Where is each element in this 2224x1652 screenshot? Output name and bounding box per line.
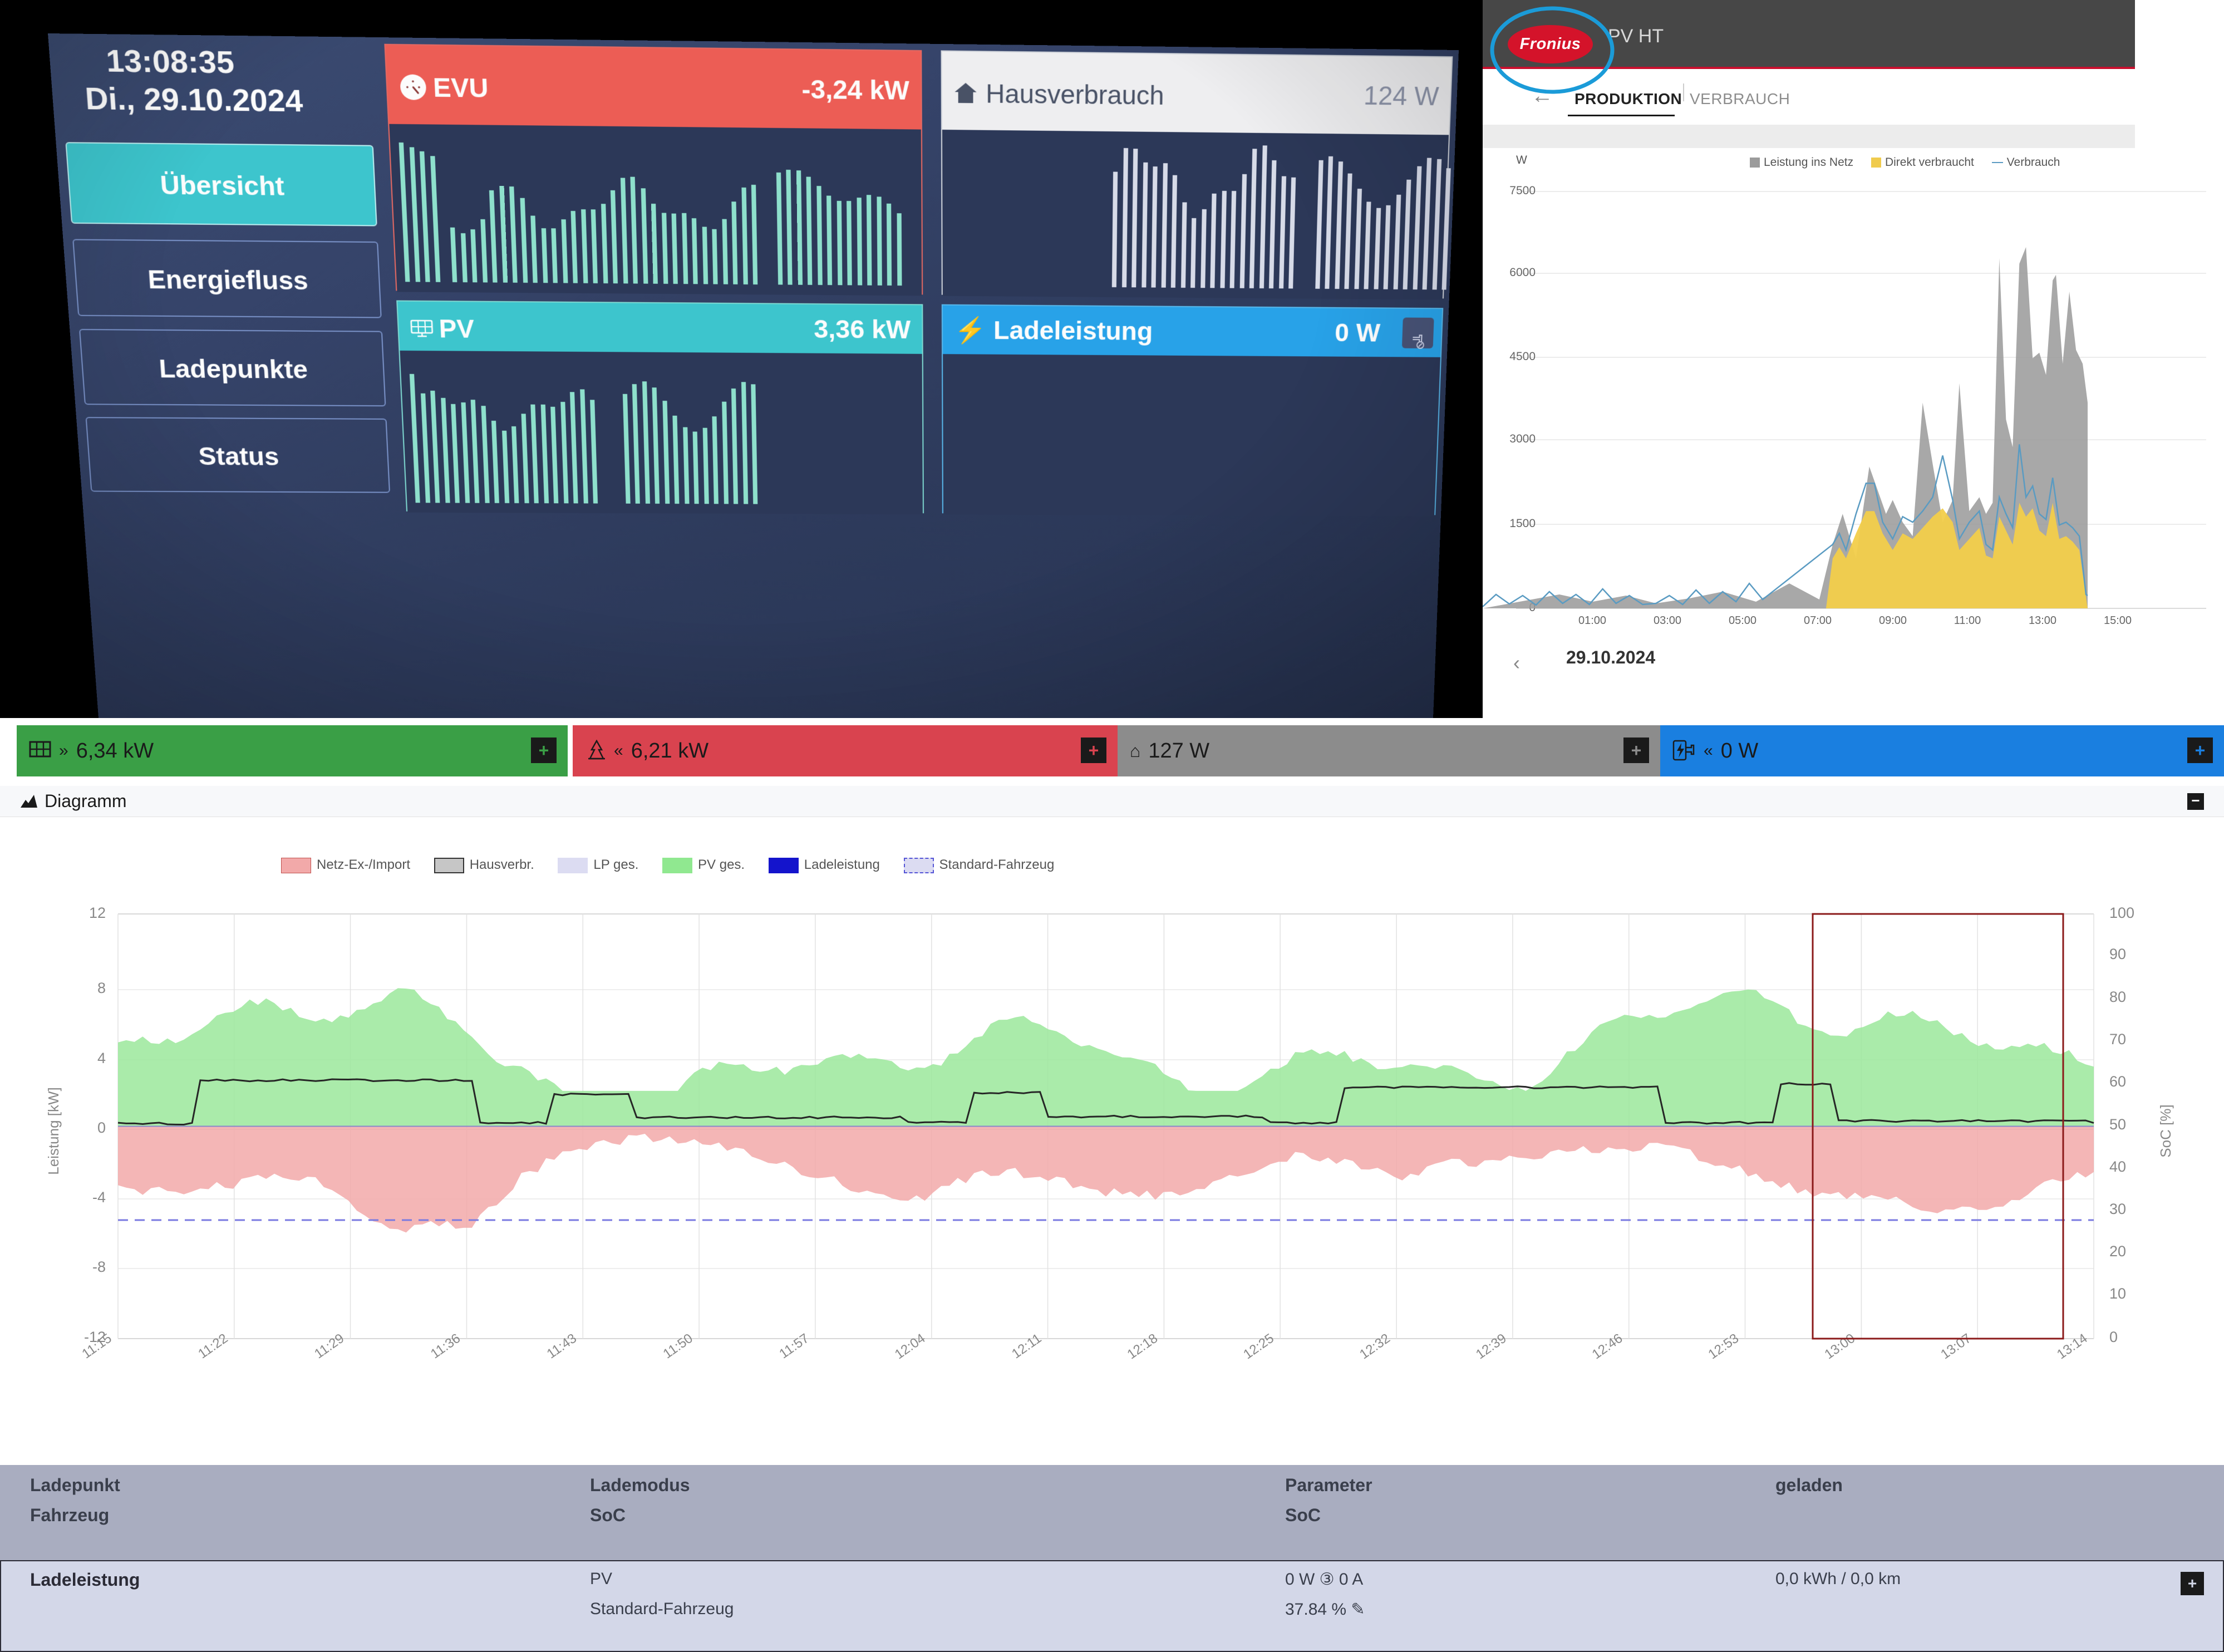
- svg-text:12:53: 12:53: [1706, 1331, 1742, 1363]
- svg-text:10: 10: [2109, 1285, 2126, 1302]
- svg-text:11:22: 11:22: [195, 1331, 230, 1362]
- svg-text:7500: 7500: [1509, 184, 1536, 197]
- svg-text:11:36: 11:36: [428, 1331, 463, 1362]
- svg-text:3000: 3000: [1509, 432, 1536, 445]
- svg-text:-4: -4: [92, 1189, 106, 1206]
- svg-text:4500: 4500: [1509, 350, 1536, 363]
- svg-text:100: 100: [2109, 904, 2134, 921]
- svg-text:11:50: 11:50: [661, 1331, 696, 1362]
- svg-text:05:00: 05:00: [1729, 614, 1756, 627]
- svg-text:70: 70: [2109, 1031, 2126, 1048]
- svg-text:12:46: 12:46: [1590, 1331, 1626, 1363]
- svg-text:-8: -8: [92, 1258, 106, 1275]
- svg-text:4: 4: [97, 1050, 106, 1066]
- svg-text:1500: 1500: [1509, 517, 1536, 530]
- svg-text:11:43: 11:43: [544, 1331, 579, 1362]
- svg-text:12:11: 12:11: [1009, 1331, 1044, 1362]
- svg-text:12:39: 12:39: [1473, 1331, 1509, 1363]
- svg-text:11:29: 11:29: [312, 1331, 347, 1362]
- svg-text:8: 8: [97, 980, 106, 996]
- svg-text:12:25: 12:25: [1241, 1331, 1277, 1363]
- svg-text:11:57: 11:57: [776, 1331, 811, 1362]
- svg-text:Leistung [kW]: Leistung [kW]: [45, 1087, 62, 1175]
- svg-text:13:00: 13:00: [1822, 1331, 1858, 1363]
- svg-text:80: 80: [2109, 989, 2126, 1005]
- svg-text:40: 40: [2109, 1158, 2126, 1175]
- svg-text:09:00: 09:00: [1879, 614, 1907, 627]
- svg-text:60: 60: [2109, 1073, 2126, 1090]
- svg-text:12:32: 12:32: [1357, 1331, 1393, 1363]
- svg-text:13:00: 13:00: [2029, 614, 2056, 627]
- svg-text:03:00: 03:00: [1654, 614, 1681, 627]
- svg-text:01:00: 01:00: [1578, 614, 1606, 627]
- svg-text:12: 12: [89, 904, 106, 921]
- svg-text:6000: 6000: [1509, 266, 1536, 279]
- svg-text:0: 0: [2109, 1329, 2118, 1345]
- svg-text:30: 30: [2109, 1201, 2126, 1217]
- svg-text:12:04: 12:04: [892, 1331, 928, 1363]
- svg-text:12:18: 12:18: [1124, 1331, 1160, 1363]
- svg-text:13:14: 13:14: [2054, 1331, 2090, 1363]
- svg-text:15:00: 15:00: [2104, 614, 2132, 627]
- svg-text:90: 90: [2109, 946, 2126, 962]
- svg-text:SoC [%]: SoC [%]: [2157, 1104, 2174, 1157]
- svg-text:20: 20: [2109, 1243, 2126, 1260]
- svg-text:07:00: 07:00: [1804, 614, 1832, 627]
- svg-text:13:07: 13:07: [1938, 1331, 1974, 1363]
- svg-text:11:00: 11:00: [1954, 614, 1981, 627]
- svg-text:50: 50: [2109, 1116, 2126, 1133]
- svg-text:0: 0: [97, 1119, 106, 1136]
